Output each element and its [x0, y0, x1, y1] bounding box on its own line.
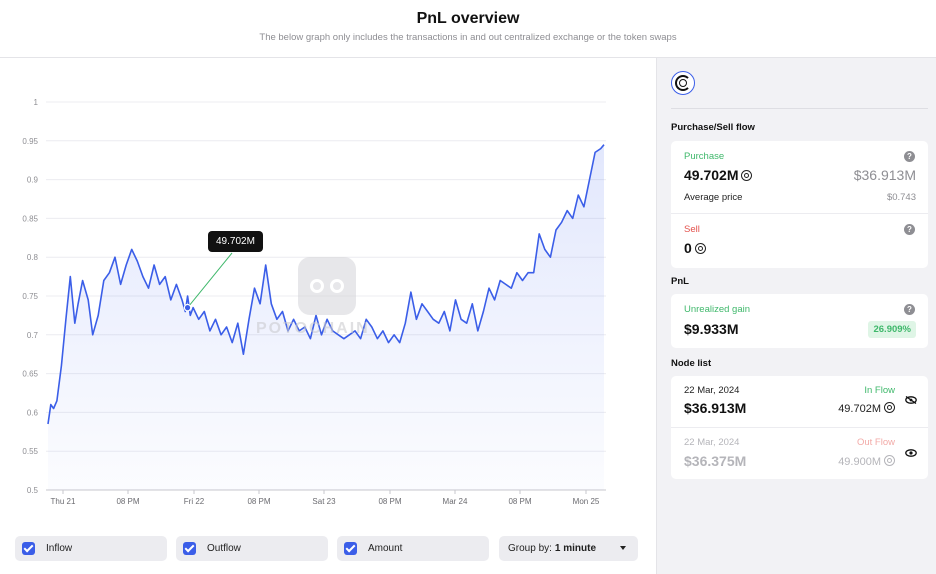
node-flow: Out Flow — [856, 437, 895, 448]
y-tick-label: 0.75 — [22, 292, 38, 301]
x-tick-label: 08 PM — [508, 497, 531, 506]
outflow-checkbox[interactable] — [183, 542, 196, 555]
node-usd: $36.375M — [684, 453, 747, 469]
help-icon[interactable]: ? — [904, 224, 915, 235]
pnl-line-chart[interactable]: 1 0.95 0.9 0.85 0.8 0.75 0.7 0.65 0.6 0.55 0.5 Thu … — [0, 58, 656, 528]
help-icon[interactable]: ? — [904, 151, 915, 162]
y-tick-label: 1 — [34, 98, 39, 107]
outflow-label: Outflow — [207, 543, 241, 554]
group-by-value: 1 minute — [554, 543, 597, 554]
inflow-toggle[interactable]: Inflow — [15, 536, 167, 561]
node-date: 22 Mar, 2024 — [684, 437, 740, 448]
sell-amount: 0 — [684, 240, 706, 256]
node-list-title: Node list — [671, 358, 712, 369]
chart-tooltip: 49.702M — [208, 231, 263, 252]
avg-price-value: $0.743 — [886, 192, 916, 203]
group-by-prefix: Group by: — [508, 543, 552, 554]
node-amount: 49.702M — [838, 402, 895, 415]
card-divider — [671, 213, 928, 214]
page-header: PnL overview The below graph only includ… — [0, 0, 936, 58]
eye-off-icon[interactable] — [905, 396, 917, 404]
watermark-text: POTOCHAIN — [256, 320, 370, 337]
token-logo-icon — [671, 71, 695, 95]
amount-checkbox[interactable] — [344, 542, 357, 555]
x-tick-label: Fri 22 — [184, 497, 205, 506]
purchase-amount: 49.702M — [684, 167, 753, 183]
pnl-title: PnL — [671, 276, 689, 287]
sidebar: Purchase/Sell flow Purchase ? 49.702M $3… — [656, 58, 936, 574]
unrealized-label: Unrealized gain — [684, 304, 751, 315]
watermark-eye-icon — [330, 279, 344, 293]
y-tick-label: 0.95 — [22, 137, 38, 146]
outflow-toggle[interactable]: Outflow — [176, 536, 328, 561]
purchase-usd: $36.913M — [853, 167, 916, 183]
sell-label: Sell — [684, 224, 700, 235]
inflow-label: Inflow — [46, 543, 73, 554]
x-tick-label: Sat 23 — [312, 497, 336, 506]
pnl-card: Unrealized gain ? $9.933M 26.909% — [671, 294, 928, 348]
page-title: PnL overview — [416, 10, 520, 27]
chevron-down-icon[interactable] — [620, 546, 626, 550]
avg-price-label: Average price — [684, 192, 743, 203]
node-flow: In Flow — [864, 385, 895, 396]
node-date: 22 Mar, 2024 — [684, 385, 740, 396]
x-tick-label: 08 PM — [378, 497, 401, 506]
y-tick-label: 0.9 — [27, 176, 39, 185]
purchase-sell-title: Purchase/Sell flow — [671, 122, 755, 133]
group-by-select[interactable]: Group by: 1 minute — [499, 536, 638, 561]
unrealized-pct-badge: 26.909% — [868, 321, 916, 338]
y-tick-label: 0.5 — [27, 486, 39, 495]
y-tick-label: 0.7 — [27, 331, 39, 340]
x-tick-label: 08 PM — [247, 497, 270, 506]
y-tick-label: 0.65 — [22, 370, 38, 379]
x-tick-label: 08 PM — [116, 497, 139, 506]
card-divider — [671, 427, 928, 428]
amount-toggle[interactable]: Amount — [337, 536, 489, 561]
series-line — [47, 144, 605, 425]
watermark-logo — [298, 257, 356, 315]
pnl-chart-area: 1 0.95 0.9 0.85 0.8 0.75 0.7 0.65 0.6 0.55 0.5 Thu … — [0, 58, 656, 574]
token-icon — [741, 170, 753, 181]
purchase-label: Purchase — [684, 151, 725, 162]
y-tick-label: 0.6 — [27, 408, 39, 417]
eye-icon[interactable] — [905, 449, 917, 457]
page-subtitle: The below graph only includes the transa… — [259, 32, 677, 43]
unrealized-value: $9.933M — [684, 321, 739, 337]
token-icon — [694, 243, 706, 254]
help-icon[interactable]: ? — [904, 304, 915, 315]
node-list-card: 22 Mar, 2024 In Flow $36.913M 49.702M 22… — [671, 376, 928, 479]
token-icon — [884, 455, 895, 466]
node-amount: 49.900M — [838, 455, 895, 468]
y-tick-label: 0.8 — [27, 253, 39, 262]
watermark-eye-icon — [310, 279, 324, 293]
token-icon — [884, 402, 895, 413]
x-tick-label: Mon 25 — [573, 497, 600, 506]
inflow-marker — [183, 303, 192, 312]
x-tick-label: Thu 21 — [51, 497, 76, 506]
tooltip-connector — [187, 252, 233, 308]
series-area — [48, 144, 604, 490]
purchase-sell-card: Purchase ? 49.702M $36.913M Average pric… — [671, 141, 928, 268]
y-tick-label: 0.55 — [22, 447, 38, 456]
sidebar-divider — [671, 108, 928, 109]
y-tick-label: 0.85 — [22, 214, 38, 223]
inflow-checkbox[interactable] — [22, 542, 35, 555]
amount-label: Amount — [368, 543, 403, 554]
node-usd: $36.913M — [684, 400, 747, 416]
x-tick-label: Mar 24 — [443, 497, 468, 506]
